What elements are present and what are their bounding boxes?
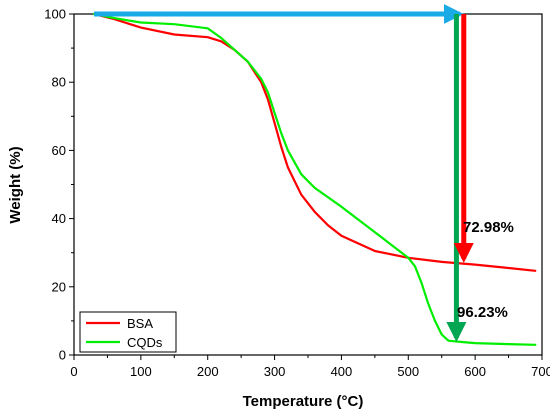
- y-tick-label: 0: [59, 348, 66, 363]
- x-tick-label: 400: [331, 364, 353, 379]
- legend-label-cqds: CQDs: [127, 335, 163, 350]
- y-tick-label: 20: [52, 279, 66, 294]
- x-tick-label: 600: [464, 364, 486, 379]
- x-tick-label: 700: [531, 364, 550, 379]
- x-tick-label: 200: [197, 364, 219, 379]
- x-tick-label: 500: [397, 364, 419, 379]
- y-tick-label: 100: [44, 7, 66, 22]
- y-tick-label: 60: [52, 143, 66, 158]
- y-tick-label: 80: [52, 75, 66, 90]
- series-line-cqds: [92, 12, 537, 346]
- tick-layer: 0 100 200 300 400 500 600 700 0 20 40 60 80 100: [44, 7, 550, 380]
- legend: BSA CQDs: [79, 311, 177, 353]
- x-tick-label: 0: [70, 364, 77, 379]
- legend-label-bsa: BSA: [127, 316, 153, 331]
- x-tick-label: 300: [264, 364, 286, 379]
- series-line-bsa: [92, 12, 537, 272]
- y-axis-title: Weight (%): [7, 146, 24, 223]
- series-layer: [92, 12, 537, 346]
- legend-box: [79, 311, 177, 353]
- x-axis-title: Temperature (°C): [243, 393, 364, 410]
- bsa-loss-label: 72.98%: [463, 219, 514, 236]
- arrow-layer: [94, 4, 474, 343]
- cqd-loss-label: 96.23%: [457, 304, 508, 321]
- y-tick-label: 40: [52, 211, 66, 226]
- x-tick-label: 100: [130, 364, 152, 379]
